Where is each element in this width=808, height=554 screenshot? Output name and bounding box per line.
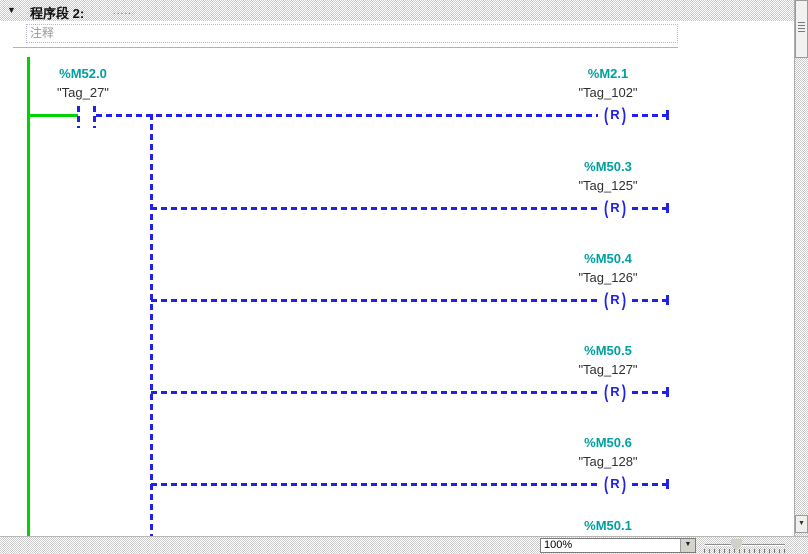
reset-coil[interactable]: R xyxy=(598,106,632,124)
rung-wire xyxy=(151,207,598,210)
network-header: ▼ 程序段 2: ..... xyxy=(0,0,808,21)
collapse-triangle-icon[interactable]: ▼ xyxy=(7,5,16,15)
zoom-slider-thumb[interactable] xyxy=(731,539,742,550)
vertical-scrollbar[interactable] xyxy=(794,0,808,536)
network-title-placeholder-dots[interactable]: ..... xyxy=(113,6,132,17)
network-title: 程序段 2: xyxy=(30,6,85,21)
rung-wire xyxy=(96,114,598,117)
rung-wire xyxy=(632,114,666,117)
rung-end-tick xyxy=(666,387,669,397)
coil-address[interactable]: %M50.3 xyxy=(584,159,632,174)
no-contact-pole-left[interactable] xyxy=(77,106,80,128)
coil-address[interactable]: %M50.4 xyxy=(584,251,632,266)
rung-end-tick xyxy=(666,295,669,305)
coil-tag[interactable]: "Tag_128" xyxy=(578,454,638,469)
scrollbar-grip-icon xyxy=(798,22,805,33)
scrollbar-thumb[interactable] xyxy=(795,0,808,58)
reset-coil[interactable]: R xyxy=(598,475,632,493)
scrollbar-down-button[interactable]: ▼ xyxy=(795,515,808,533)
rail-to-contact-wire xyxy=(27,114,78,117)
contact-tag[interactable]: "Tag_27" xyxy=(57,85,109,100)
reset-coil[interactable]: R xyxy=(598,199,632,217)
reset-coil[interactable]: R xyxy=(598,291,632,309)
coil-address[interactable]: %M50.6 xyxy=(584,435,632,450)
zoom-slider-ticks xyxy=(704,549,786,553)
chevron-down-icon: ▼ xyxy=(798,520,805,527)
coil-tag[interactable]: "Tag_102" xyxy=(578,85,638,100)
reset-coil[interactable]: R xyxy=(598,383,632,401)
power-rail xyxy=(27,57,30,536)
network-comment-field[interactable]: 注释 xyxy=(26,24,678,43)
rung-wire xyxy=(632,207,666,210)
comment-separator xyxy=(13,47,678,48)
zoom-value: 100% xyxy=(544,539,573,551)
coil-address[interactable]: %M2.1 xyxy=(587,66,629,81)
rung-wire xyxy=(632,391,666,394)
branch-line xyxy=(150,114,153,536)
coil-address-partial[interactable]: %M50.1 xyxy=(584,518,632,533)
coil-tag[interactable]: "Tag_126" xyxy=(578,270,638,285)
rung-end-tick xyxy=(666,110,669,120)
coil-tag[interactable]: "Tag_125" xyxy=(578,178,638,193)
rung-end-tick xyxy=(666,203,669,213)
coil-tag[interactable]: "Tag_127" xyxy=(578,362,638,377)
contact-address[interactable]: %M52.0 xyxy=(59,66,107,81)
zoom-combobox[interactable]: 100% ▼ xyxy=(540,538,696,553)
zoom-dropdown-button[interactable]: ▼ xyxy=(680,539,695,552)
rung-end-tick xyxy=(666,479,669,489)
zoom-slider-track[interactable] xyxy=(705,544,785,546)
no-contact-pole-right[interactable] xyxy=(93,106,96,128)
rung-wire xyxy=(632,299,666,302)
coil-address[interactable]: %M50.5 xyxy=(584,343,632,358)
rung-wire xyxy=(632,483,666,486)
rung-wire xyxy=(151,483,598,486)
rung-wire xyxy=(151,391,598,394)
rung-wire xyxy=(151,299,598,302)
